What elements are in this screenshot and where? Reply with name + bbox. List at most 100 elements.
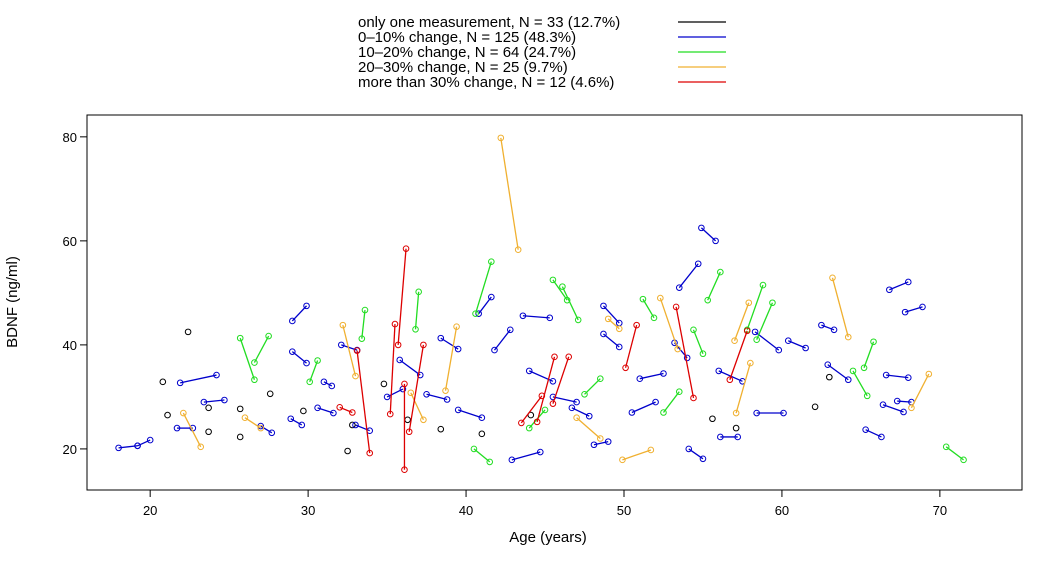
data-point <box>597 435 604 442</box>
data-point <box>704 296 712 304</box>
data-point <box>407 389 415 397</box>
data-point <box>303 302 310 310</box>
data-point <box>650 314 658 322</box>
data-point <box>811 403 819 411</box>
data-point <box>336 404 344 411</box>
change-segment <box>473 448 491 463</box>
data-point <box>488 293 495 301</box>
data-point <box>675 388 683 395</box>
data-point <box>699 350 707 358</box>
change-segment <box>552 356 570 404</box>
change-segment <box>756 302 774 340</box>
data-point <box>536 448 544 456</box>
data-point <box>257 424 265 432</box>
data-point <box>568 404 576 412</box>
data-point <box>478 430 486 438</box>
series-4 <box>336 245 751 474</box>
data-point <box>549 276 557 284</box>
data-point <box>904 278 912 286</box>
data-point <box>732 424 740 432</box>
data-point <box>775 346 783 354</box>
data-point <box>491 346 498 354</box>
data-point <box>908 404 915 412</box>
series-3 <box>180 134 933 464</box>
data-point <box>396 356 404 364</box>
data-point <box>639 295 647 303</box>
data-point <box>660 409 667 416</box>
data-point <box>743 327 751 335</box>
data-point <box>344 447 351 455</box>
data-point <box>383 393 391 401</box>
data-point <box>268 429 276 437</box>
data-point <box>574 316 582 324</box>
data-point <box>573 414 580 422</box>
data-point <box>289 348 296 355</box>
data-point <box>358 335 366 342</box>
data-point <box>694 260 702 268</box>
data-point <box>731 337 738 345</box>
data-point <box>590 441 598 449</box>
legend: only one measurement, N = 33 (12.7%)0–10… <box>358 14 726 91</box>
data-point <box>709 415 716 423</box>
data-point <box>717 433 724 441</box>
data-point <box>405 428 413 436</box>
data-point <box>615 343 623 351</box>
x-tick-label: 30 <box>301 503 315 518</box>
y-tick-label: 80 <box>63 130 77 145</box>
change-segment <box>821 324 835 331</box>
data-point <box>619 456 626 464</box>
data-point <box>844 333 852 341</box>
change-segment <box>522 315 550 319</box>
change-segment <box>631 401 656 414</box>
change-segment <box>511 451 541 461</box>
change-segment <box>729 330 748 380</box>
data-point <box>266 390 274 398</box>
data-point <box>453 323 460 330</box>
data-point <box>615 325 623 333</box>
change-segment <box>945 446 964 461</box>
change-segment <box>399 359 421 376</box>
data-point <box>732 409 740 417</box>
data-point <box>942 443 950 451</box>
change-segment <box>602 305 620 324</box>
legend-label: only one measurement, N = 33 (12.7%) <box>358 14 620 31</box>
data-point <box>745 299 753 307</box>
data-point <box>546 314 554 322</box>
y-tick-label: 40 <box>63 338 77 353</box>
plot-frame <box>86 114 1023 491</box>
data-point <box>565 353 573 361</box>
change-segment <box>622 449 652 461</box>
change-segment <box>397 248 407 345</box>
data-point <box>330 409 337 417</box>
change-segment <box>440 337 459 350</box>
data-point <box>349 409 356 416</box>
data-point <box>879 401 887 409</box>
data-point <box>437 334 445 342</box>
data-point <box>404 416 411 424</box>
data-point <box>901 308 909 316</box>
data-point <box>657 294 664 302</box>
change-segment <box>678 263 699 289</box>
x-tick-label: 50 <box>617 503 631 518</box>
data-point <box>863 392 871 400</box>
legend-label: 0–10% change, N = 125 (48.3%) <box>358 29 576 46</box>
change-segment <box>500 137 519 250</box>
data-point <box>919 303 926 311</box>
x-tick-label: 40 <box>459 503 473 518</box>
data-point <box>849 367 857 375</box>
data-point <box>488 258 495 265</box>
data-point <box>164 411 171 419</box>
change-segment <box>889 281 909 291</box>
change-segment <box>852 370 868 397</box>
change-segment <box>552 279 568 301</box>
data-point <box>525 367 533 375</box>
data-point <box>180 409 187 417</box>
data-point <box>298 421 306 429</box>
change-segment <box>342 324 357 377</box>
change-segment <box>576 417 601 439</box>
change-segment <box>361 309 366 339</box>
data-point <box>402 245 410 252</box>
data-point <box>197 443 205 451</box>
data-point <box>328 382 336 390</box>
data-point <box>829 274 836 282</box>
